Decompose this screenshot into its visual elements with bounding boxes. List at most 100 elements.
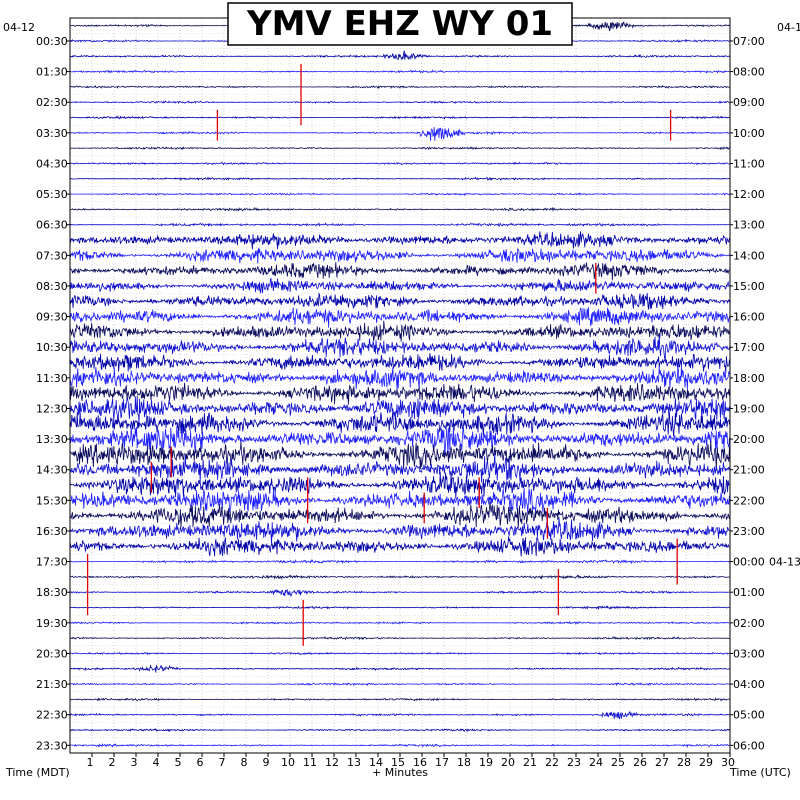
right-tick-label: 00:00: [733, 556, 765, 569]
x-tick-label: 1: [87, 756, 94, 769]
x-tick-label: 27: [655, 756, 669, 769]
trace-row: [69, 426, 730, 456]
right-tick-label: 19:00: [733, 402, 765, 415]
x-tick-label: 3: [131, 756, 138, 769]
x-tick-label: 25: [611, 756, 625, 769]
right-tick-label: 06:00: [733, 739, 765, 752]
trace-row: [69, 382, 730, 405]
left-tick-label: 13:30: [36, 433, 68, 446]
trace-row: [69, 306, 730, 328]
trace-row: [69, 728, 730, 733]
x-tick-label: 22: [545, 756, 559, 769]
trace-row: [69, 100, 730, 104]
trace-row: [69, 222, 730, 228]
left-tick-label: 23:30: [36, 739, 68, 752]
x-tick-label: 10: [281, 756, 295, 769]
right-tick-label: 01:00: [733, 586, 765, 599]
x-tick-label: 19: [479, 756, 493, 769]
title-box: [227, 2, 573, 46]
x-tick-label: 2: [109, 756, 116, 769]
left-tick-label: 17:30: [36, 556, 68, 569]
right-date-label-mid: 04-13: [769, 556, 800, 569]
trace-row: [70, 635, 730, 641]
trace-row: [69, 501, 730, 529]
right-tick-label: 02:00: [733, 617, 765, 630]
left-tick-label: 02:30: [36, 96, 68, 109]
trace-row: [69, 711, 730, 720]
right-tick-label: 08:00: [733, 66, 765, 79]
left-tick-label: 00:30: [36, 35, 68, 48]
trace-row: [70, 161, 730, 166]
x-tick-label: 30: [721, 756, 735, 769]
left-tick-label: 09:30: [36, 311, 68, 324]
x-tick-label: 29: [699, 756, 713, 769]
trace-row: [70, 115, 730, 120]
trace-row: [69, 605, 730, 611]
left-tick-label: 19:30: [36, 617, 68, 630]
left-tick-label: 22:30: [36, 709, 68, 722]
right-tick-label: 12:00: [733, 188, 765, 201]
right-tick-label: 10:00: [733, 127, 765, 140]
trace-row: [69, 471, 730, 499]
left-tick-label: 05:30: [36, 188, 68, 201]
right-tick-label: 21:00: [733, 464, 765, 477]
x-tick-label: 26: [633, 756, 647, 769]
trace-row: [69, 278, 730, 295]
x-tick-label: 14: [369, 756, 383, 769]
trace-row: [69, 192, 730, 197]
left-tick-label: 12:30: [36, 402, 68, 415]
trace-row: [69, 536, 730, 557]
left-tick-label: 20:30: [36, 647, 68, 660]
left-tick-label: 04:30: [36, 157, 68, 170]
trace-row: [69, 231, 730, 250]
left-tick-label: 11:30: [36, 372, 68, 385]
right-tick-label: 11:00: [733, 157, 765, 170]
x-tick-label: 9: [263, 756, 270, 769]
x-tick-label: 16: [413, 756, 427, 769]
x-tick-label: 11: [303, 756, 317, 769]
right-tick-label: 13:00: [733, 219, 765, 232]
right-tick-label: 09:00: [733, 96, 765, 109]
left-axis-title: Time (MDT): [5, 766, 70, 779]
right-tick-label: 23:00: [733, 525, 765, 538]
right-time-axis: 07:00 08:00 09:00 10:00 11:00 12:00 13:00 14:00…: [730, 35, 800, 752]
seismic-traces: [69, 21, 730, 748]
right-tick-label: 22:00: [733, 494, 765, 507]
right-date-label-top: 04-1: [777, 21, 800, 34]
right-tick-label: 14:00: [733, 249, 765, 262]
trace-row: [69, 487, 730, 514]
x-tick-label: 7: [219, 756, 226, 769]
left-tick-label: 21:30: [36, 678, 68, 691]
trace-row: [69, 320, 730, 342]
x-tick-label: 5: [175, 756, 182, 769]
highlight-spikes: [86, 63, 678, 646]
left-tick-label: 03:30: [36, 127, 68, 140]
left-time-axis: 00:30 01:30 02:30 03:30 04:30 05:30 06:30 07:30…: [36, 35, 70, 752]
right-tick-label: 18:00: [733, 372, 765, 385]
right-tick-label: 07:00: [733, 35, 765, 48]
trace-row: [69, 682, 730, 687]
left-tick-label: 01:30: [36, 66, 68, 79]
trace-row: [70, 248, 730, 264]
left-tick-label: 16:30: [36, 525, 68, 538]
trace-row: [69, 50, 730, 61]
right-axis-title: Time (UTC): [729, 766, 791, 779]
trace-row: [69, 664, 730, 673]
x-tick-label: 15: [391, 756, 405, 769]
right-tick-label: 04:00: [733, 678, 765, 691]
right-tick-label: 16:00: [733, 311, 765, 324]
x-tick-label: 24: [589, 756, 603, 769]
x-tick-label: 12: [325, 756, 339, 769]
trace-row: [69, 365, 730, 390]
trace-row: [69, 559, 730, 565]
right-tick-label: 17:00: [733, 341, 765, 354]
left-date-label: 04-12: [3, 21, 35, 34]
left-tick-label: 14:30: [36, 464, 68, 477]
trace-row: [69, 452, 730, 483]
x-axis-title: + Minutes: [372, 766, 428, 779]
right-tick-label: 20:00: [733, 433, 765, 446]
trace-row: [69, 440, 730, 472]
x-tick-label: 4: [153, 756, 160, 769]
trace-row: [69, 742, 730, 748]
